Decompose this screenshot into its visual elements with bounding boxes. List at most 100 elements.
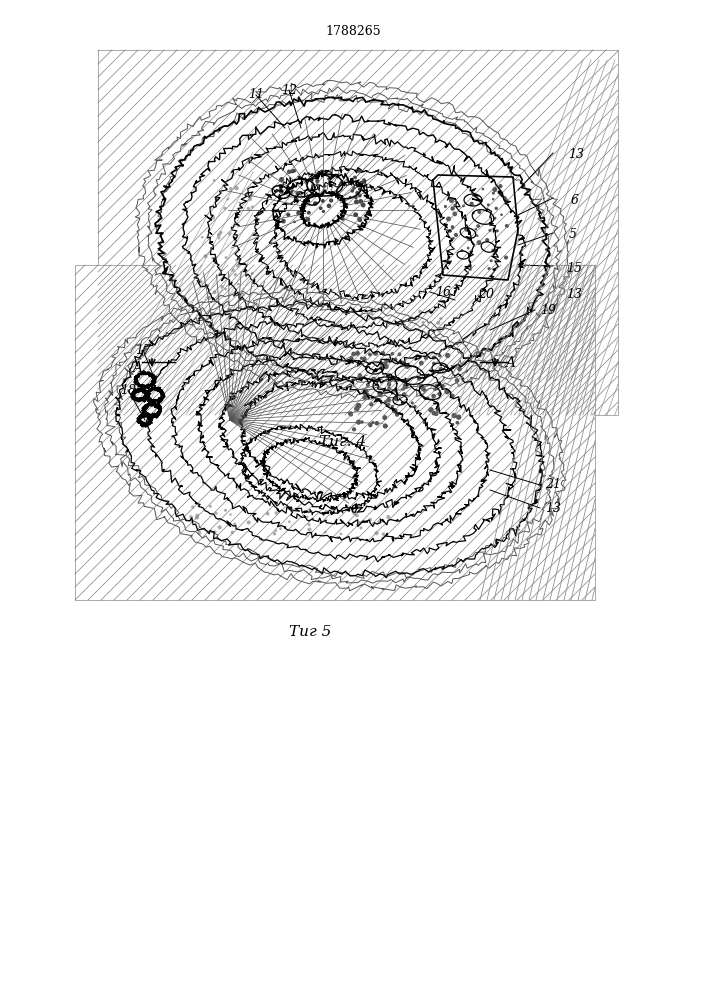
- Text: 19: 19: [540, 304, 556, 316]
- Circle shape: [235, 187, 238, 190]
- Circle shape: [393, 342, 395, 343]
- Circle shape: [481, 200, 482, 201]
- Circle shape: [328, 178, 329, 180]
- Circle shape: [211, 314, 214, 317]
- Polygon shape: [159, 99, 547, 381]
- Circle shape: [236, 259, 237, 261]
- Circle shape: [356, 514, 358, 517]
- Circle shape: [433, 339, 436, 341]
- Circle shape: [247, 521, 250, 524]
- Circle shape: [506, 225, 508, 227]
- Circle shape: [323, 348, 325, 349]
- Circle shape: [448, 257, 450, 258]
- Circle shape: [475, 229, 477, 230]
- Circle shape: [382, 362, 387, 366]
- Circle shape: [353, 187, 355, 189]
- Text: A: A: [132, 361, 142, 375]
- Circle shape: [394, 358, 397, 361]
- Circle shape: [423, 421, 426, 423]
- Circle shape: [389, 339, 390, 340]
- Circle shape: [377, 345, 379, 347]
- Circle shape: [284, 351, 287, 353]
- Circle shape: [198, 532, 201, 534]
- Circle shape: [321, 194, 322, 195]
- Circle shape: [274, 533, 276, 535]
- Circle shape: [435, 413, 438, 415]
- Circle shape: [452, 414, 456, 418]
- Circle shape: [252, 273, 253, 274]
- Circle shape: [361, 357, 363, 359]
- Circle shape: [325, 531, 326, 533]
- Text: Τиг. 4: Τиг. 4: [320, 435, 367, 449]
- Circle shape: [296, 321, 297, 323]
- Circle shape: [354, 328, 355, 330]
- Circle shape: [355, 200, 358, 204]
- Circle shape: [255, 338, 257, 340]
- Circle shape: [237, 265, 238, 266]
- Circle shape: [196, 516, 198, 519]
- Circle shape: [353, 353, 354, 354]
- Circle shape: [396, 413, 399, 416]
- Circle shape: [240, 337, 243, 339]
- Circle shape: [199, 281, 202, 283]
- Circle shape: [403, 393, 406, 396]
- Circle shape: [279, 185, 283, 188]
- Circle shape: [200, 317, 201, 318]
- Circle shape: [353, 428, 356, 431]
- Circle shape: [351, 414, 352, 416]
- Circle shape: [418, 377, 421, 380]
- Circle shape: [214, 180, 215, 181]
- Circle shape: [387, 403, 390, 406]
- Circle shape: [269, 342, 270, 343]
- Circle shape: [486, 239, 489, 241]
- Circle shape: [289, 192, 292, 194]
- Circle shape: [356, 525, 358, 526]
- Circle shape: [378, 521, 379, 522]
- Circle shape: [383, 424, 387, 428]
- Text: 15: 15: [566, 261, 582, 274]
- Circle shape: [482, 188, 484, 190]
- Text: Τиг 5: Τиг 5: [289, 625, 331, 639]
- Circle shape: [383, 416, 387, 419]
- Circle shape: [380, 362, 382, 365]
- Circle shape: [192, 506, 194, 508]
- Circle shape: [477, 225, 479, 227]
- Circle shape: [255, 326, 257, 327]
- Circle shape: [429, 408, 433, 412]
- Circle shape: [324, 185, 325, 187]
- Circle shape: [295, 198, 298, 202]
- Circle shape: [316, 180, 319, 183]
- Circle shape: [216, 198, 218, 201]
- Circle shape: [458, 367, 461, 371]
- Circle shape: [452, 238, 454, 239]
- Circle shape: [491, 260, 492, 261]
- Circle shape: [350, 357, 353, 360]
- Circle shape: [215, 512, 217, 514]
- Text: 11: 11: [248, 89, 264, 102]
- Circle shape: [327, 337, 329, 339]
- Circle shape: [277, 509, 279, 510]
- Circle shape: [293, 170, 296, 172]
- Circle shape: [404, 384, 408, 388]
- Circle shape: [358, 188, 361, 190]
- Circle shape: [234, 293, 235, 295]
- Circle shape: [419, 385, 423, 389]
- Circle shape: [440, 318, 442, 320]
- Circle shape: [225, 510, 226, 511]
- Circle shape: [317, 172, 320, 175]
- Circle shape: [303, 334, 305, 336]
- Circle shape: [286, 190, 288, 193]
- Circle shape: [347, 179, 348, 180]
- Circle shape: [292, 323, 293, 325]
- Circle shape: [267, 513, 269, 515]
- Circle shape: [236, 187, 238, 189]
- Circle shape: [411, 402, 413, 404]
- Circle shape: [450, 199, 453, 202]
- Circle shape: [495, 207, 497, 209]
- Circle shape: [197, 309, 199, 311]
- Circle shape: [196, 514, 198, 517]
- Circle shape: [450, 394, 454, 397]
- Circle shape: [327, 204, 330, 207]
- Circle shape: [451, 207, 454, 210]
- Circle shape: [232, 269, 234, 271]
